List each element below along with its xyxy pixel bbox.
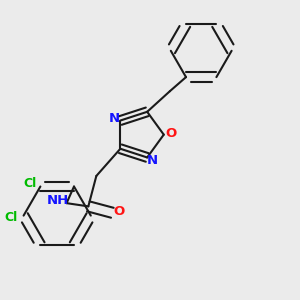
Text: N: N: [109, 112, 120, 125]
Text: Cl: Cl: [23, 177, 37, 190]
Text: O: O: [113, 205, 124, 218]
Text: N: N: [147, 154, 158, 167]
Text: O: O: [165, 127, 176, 140]
Text: NH: NH: [46, 194, 69, 207]
Text: Cl: Cl: [5, 211, 18, 224]
